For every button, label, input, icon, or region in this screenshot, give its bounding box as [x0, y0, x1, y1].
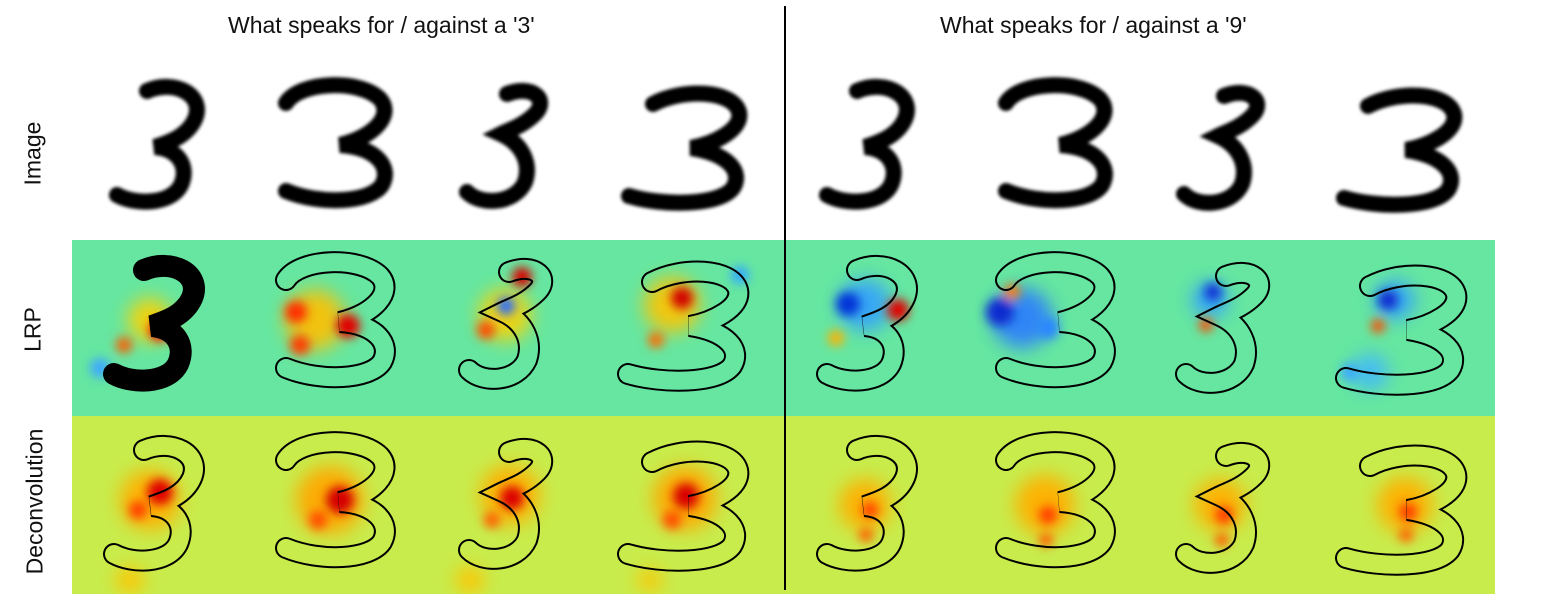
panel-title-right: What speaks for / against a '9'	[940, 12, 1247, 38]
panel-divider	[784, 6, 786, 590]
panel-title-left: What speaks for / against a '3'	[228, 12, 535, 38]
digit-contours	[72, 240, 1495, 594]
